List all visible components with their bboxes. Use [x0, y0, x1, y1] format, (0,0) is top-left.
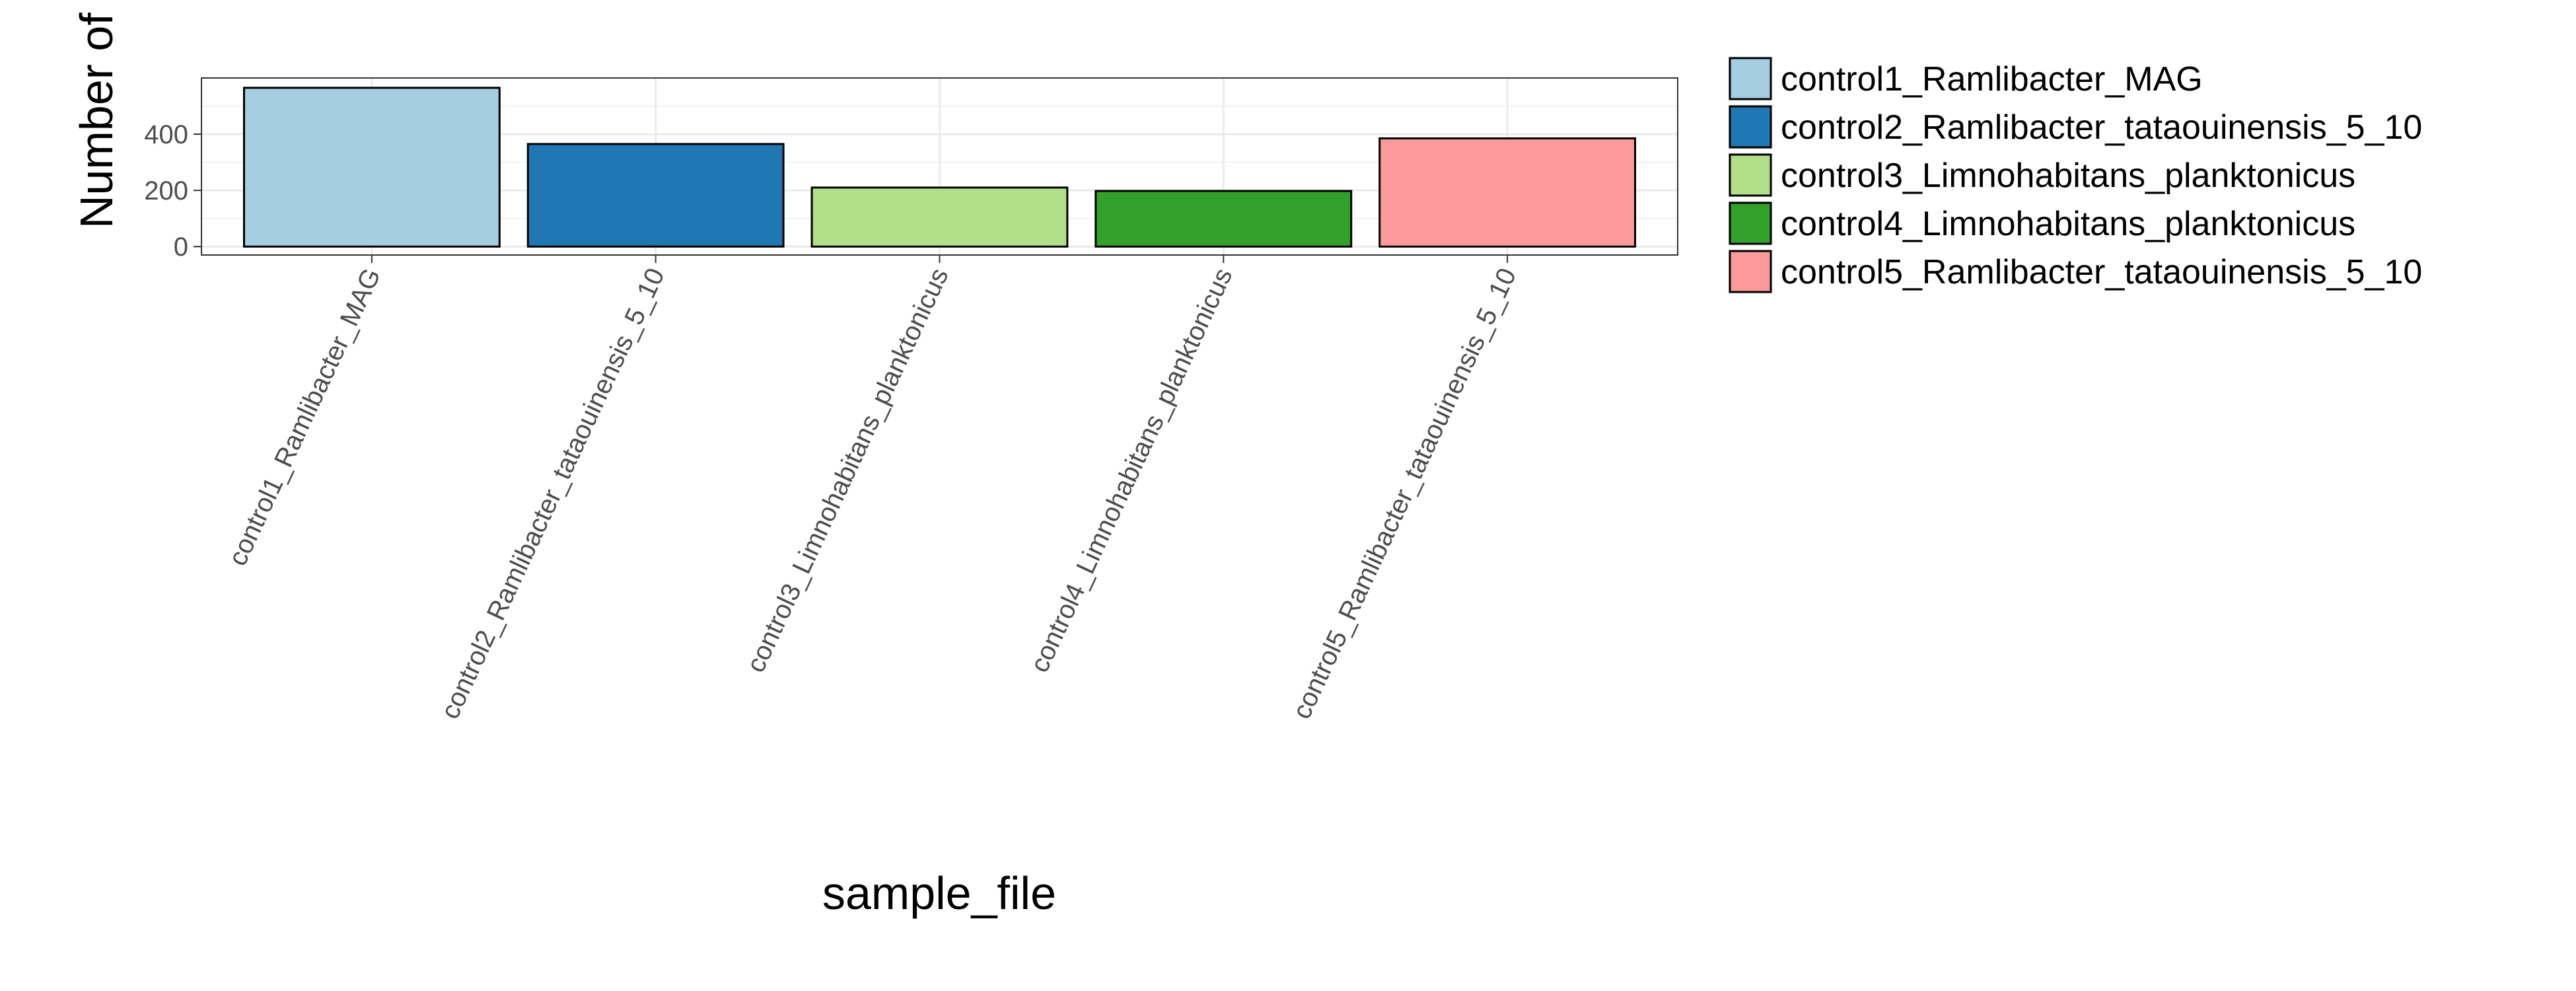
x-tick-label: control1_Ramlibacter_MAG — [223, 264, 387, 570]
legend-key — [1729, 250, 1772, 293]
y-tick-label: 0 — [174, 233, 188, 262]
y-tick-label: 400 — [144, 120, 188, 149]
bar — [810, 186, 1069, 248]
legend-key — [1729, 202, 1772, 245]
bar — [242, 87, 501, 248]
legend-label: control3_Limnohabitans_planktonicus — [1781, 157, 2355, 195]
legend-label: control1_Ramlibacter_MAG — [1781, 60, 2203, 98]
legend-label: control4_Limnohabitans_planktonicus — [1781, 205, 2355, 243]
y-axis-title: Number of PSG — [71, 0, 122, 229]
legend: control1_Ramlibacter_MAG control2_Ramliba… — [1728, 56, 2422, 294]
x-tick-label: control5_Ramlibacter_tataouinensis_5_10 — [1287, 264, 1522, 723]
legend-label: control5_Ramlibacter_tataouinensis_5_10 — [1781, 253, 2422, 291]
legend-label: control2_Ramlibacter_tataouinensis_5_10 — [1781, 108, 2422, 147]
x-tick-label: control2_Ramlibacter_tataouinensis_5_10 — [435, 264, 670, 723]
bar — [526, 143, 785, 248]
bar — [1378, 137, 1637, 248]
y-axis: 0 200 400 — [144, 120, 201, 262]
y-tick-label: 200 — [144, 176, 188, 205]
x-axis-title: sample_file — [822, 867, 1056, 919]
x-tick-label: control4_Limnohabitans_planktonicus — [1025, 264, 1238, 677]
legend-key — [1729, 153, 1772, 197]
legend-key — [1729, 105, 1772, 149]
legend-key — [1729, 57, 1772, 100]
x-tick-label: control3_Limnohabitans_planktonicus — [741, 264, 954, 677]
x-axis: control1_Ramlibacter_MAG control2_Ramliba… — [223, 255, 1522, 723]
bars — [242, 87, 1637, 248]
bar — [1094, 190, 1353, 248]
